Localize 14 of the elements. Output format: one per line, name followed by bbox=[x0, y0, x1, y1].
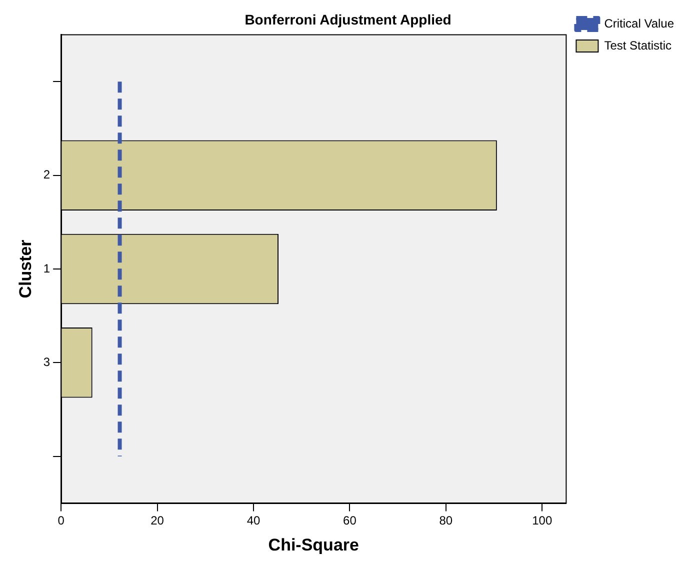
x-tick-label: 100 bbox=[532, 514, 552, 528]
y-axis-title: Cluster bbox=[16, 239, 35, 298]
y-tick-label: 1 bbox=[43, 261, 50, 276]
legend-label: Test Statistic bbox=[604, 38, 672, 52]
x-tick-label: 20 bbox=[150, 514, 164, 528]
x-tick-label: 40 bbox=[246, 514, 260, 528]
x-axis-title: Chi-Square bbox=[268, 535, 359, 554]
y-tick-label: 3 bbox=[43, 354, 50, 369]
y-tick-label: 2 bbox=[43, 168, 50, 182]
x-tick-label: 60 bbox=[343, 514, 357, 528]
legend-label: Critical Value bbox=[604, 16, 674, 30]
x-tick-label: 80 bbox=[439, 514, 453, 528]
x-tick-label: 0 bbox=[58, 514, 65, 528]
chart-title: Bonferroni Adjustment Applied bbox=[244, 11, 452, 28]
